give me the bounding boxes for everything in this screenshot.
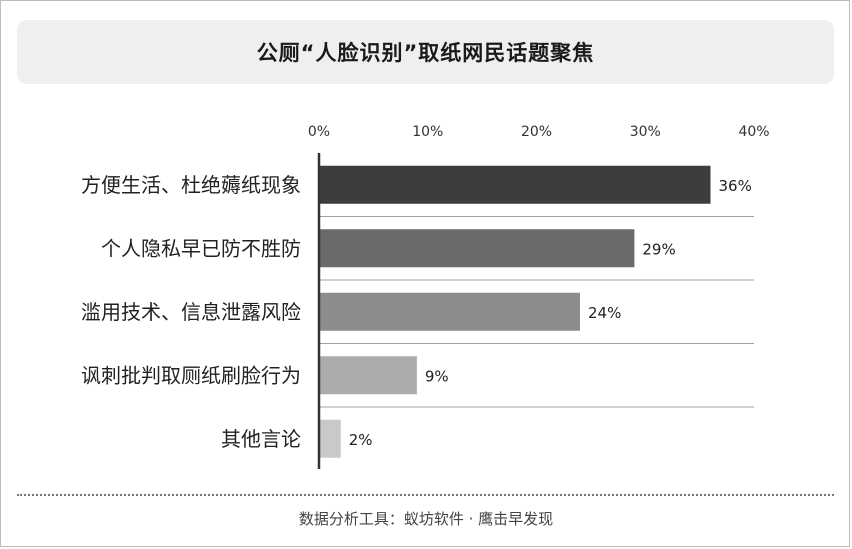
bar-value-label: 29% [642,240,675,258]
bar [319,229,635,268]
bar [319,292,580,331]
bar-value-label: 9% [425,367,449,385]
category-label: 滥用技术、信息泄露风险 [81,300,301,324]
footer-divider [17,494,834,496]
x-tick-label: 0% [308,124,330,140]
title-banner: 公厕“人脸识别”取纸网民话题聚焦 [17,20,834,84]
category-label: 其他言论 [221,427,301,451]
bar-chart: 0% 10% 20% 30% 40% 36% 方便生活、杜绝薅纸现象 29% 个人隐私早已防不胜… [81,124,770,469]
x-tick-label: 20% [521,124,552,140]
bar-value-label: 24% [588,304,621,322]
bar [319,356,417,395]
category-label: 讽刺批判取厕纸刷脸行为 [81,363,301,387]
chart-title: 公厕“人脸识别”取纸网民话题聚焦 [256,41,595,65]
category-label: 个人隐私早已防不胜防 [101,236,301,260]
bar [319,165,711,204]
category-label: 方便生活、杜绝薅纸现象 [81,173,301,197]
x-tick-label: 30% [630,124,661,140]
x-tick-label: 10% [412,124,443,140]
bar-value-label: 2% [349,431,373,449]
bar [319,419,341,458]
data-source-note: 数据分析工具：蚁坊软件 · 鹰击早发现 [298,510,554,528]
x-tick-label: 40% [738,124,769,140]
bar-value-label: 36% [719,177,752,195]
